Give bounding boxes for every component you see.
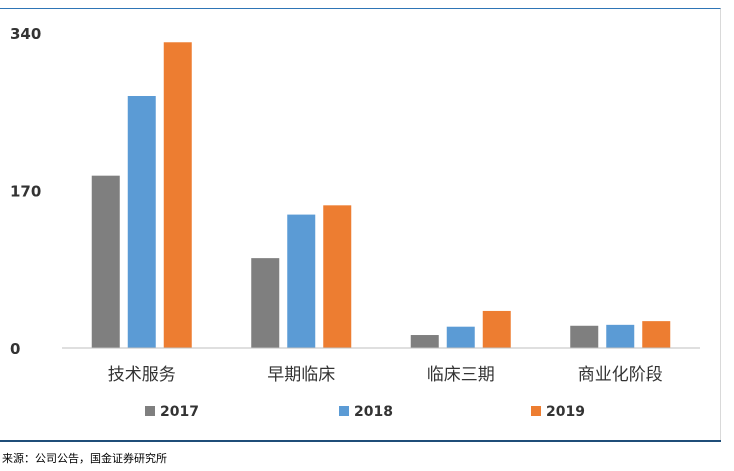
legend-label-2017: 2017	[160, 404, 199, 420]
bar-2017-2	[251, 258, 280, 348]
bar-2018-3	[446, 326, 475, 348]
legend-swatch-2018	[339, 406, 349, 416]
source-note: 来源：公司公告，国金证券研究所	[2, 452, 167, 465]
bar-2019-3	[482, 310, 511, 348]
bar-2019-2	[323, 205, 352, 348]
category-label: 技术服务	[108, 365, 176, 385]
legend-swatch-2017	[145, 406, 155, 416]
category-label: 临床三期	[427, 365, 495, 385]
chart-frame	[0, 8, 721, 440]
legend-label-2019: 2019	[546, 404, 585, 420]
y-tick-label: 340	[10, 25, 41, 43]
legend: 2017 2018 2019	[145, 404, 585, 420]
legend-label-2018: 2018	[354, 404, 393, 420]
bar-2017-3	[410, 335, 439, 348]
legend-swatch-2019	[531, 406, 541, 416]
bar-2018-4	[606, 324, 635, 348]
chart-bottom-rule	[0, 440, 721, 442]
bar-2017-1	[91, 175, 120, 348]
y-tick-label: 0	[10, 340, 20, 358]
bar-2018-1	[127, 96, 156, 348]
y-tick-label: 170	[10, 183, 41, 201]
category-label: 早期临床	[267, 365, 335, 385]
bars	[91, 42, 671, 348]
bar-2018-2	[287, 214, 316, 348]
category-labels: 技术服务 早期临床 临床三期 商业化阶段	[108, 365, 663, 385]
bar-2019-4	[642, 321, 671, 348]
bar-2019-1	[163, 42, 192, 348]
y-axis-ticks: 0 170 340	[10, 25, 41, 358]
bar-2017-4	[570, 325, 599, 348]
category-label: 商业化阶段	[578, 365, 663, 385]
